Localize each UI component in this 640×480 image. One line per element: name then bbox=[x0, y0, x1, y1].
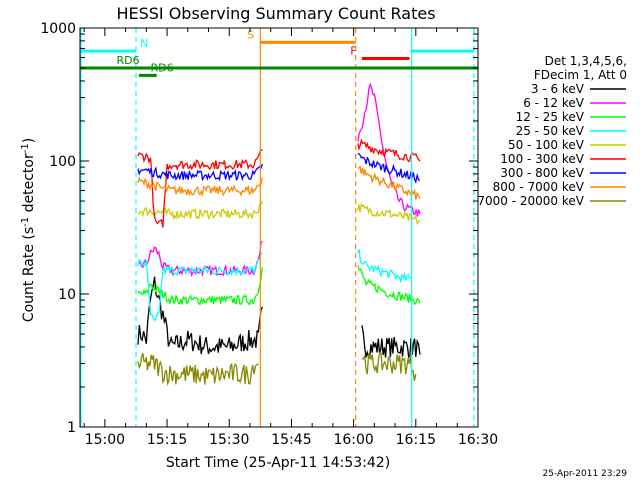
x-axis-label: Start Time (25-Apr-11 14:53:42) bbox=[166, 455, 390, 471]
y-axis-label-part3: ) bbox=[21, 138, 37, 143]
y-tick-label-3: 1000 bbox=[40, 21, 76, 37]
y-axis-label: Count Rate (s-1 detector-1) bbox=[20, 138, 37, 322]
legend: Det 1,3,4,5,6, FDecim 1, Att 0 3 - 6 keV… bbox=[477, 54, 627, 208]
series-1-segment-0 bbox=[137, 240, 263, 278]
legend-label-1: 6 - 12 keV bbox=[523, 96, 585, 110]
series-7-segment-1 bbox=[357, 165, 421, 200]
series-8-segment-0 bbox=[137, 353, 259, 386]
series-2-segment-0 bbox=[137, 266, 264, 306]
flag-label-3: RD6 bbox=[116, 54, 139, 67]
y-axis-label-part2: detector bbox=[21, 153, 37, 217]
legend-label-3: 25 - 50 keV bbox=[516, 124, 585, 138]
legend-label-0: 3 - 6 keV bbox=[531, 82, 585, 96]
x-axis-ticks: 15:00 15:15 15:30 15:45 16:00 16:15 16:30 bbox=[83, 28, 498, 448]
series-6-segment-0 bbox=[137, 163, 264, 182]
x-tick-label-0: 15:00 bbox=[85, 432, 125, 448]
timestamp: 25-Apr-2011 23:29 bbox=[543, 469, 628, 479]
y-tick-label-2: 100 bbox=[49, 154, 76, 170]
legend-label-5: 100 - 300 keV bbox=[500, 152, 584, 166]
series-5-segment-0 bbox=[137, 148, 263, 228]
flag-bars: N S F RD6 RD6 bbox=[80, 28, 478, 77]
legend-label-8: 7000 - 20000 keV bbox=[477, 194, 584, 208]
series-1-segment-1 bbox=[357, 82, 421, 217]
x-tick-label-1: 15:15 bbox=[147, 432, 187, 448]
series-0-segment-0 bbox=[137, 276, 263, 355]
series-0-segment-1 bbox=[361, 325, 421, 360]
y-axis-ticks: 1 10 100 1000 bbox=[40, 21, 478, 436]
y-axis-label-sup2: -1 bbox=[20, 143, 31, 153]
series-4-segment-0 bbox=[137, 200, 263, 221]
x-tick-label-6: 16:30 bbox=[458, 432, 498, 448]
series-3-segment-0 bbox=[137, 251, 263, 323]
flag-label-4: RD6 bbox=[150, 61, 173, 74]
legend-header-line1: Det 1,3,4,5,6, bbox=[545, 54, 627, 68]
flag-label-1: S bbox=[247, 28, 254, 41]
legend-label-2: 12 - 25 keV bbox=[516, 110, 585, 124]
x-tick-label-3: 15:45 bbox=[271, 432, 311, 448]
flag-label-0: N bbox=[140, 37, 148, 50]
flag-label-2: F bbox=[350, 44, 356, 57]
series-8-segment-1 bbox=[361, 352, 417, 381]
series-3-segment-1 bbox=[357, 249, 413, 283]
y-axis-label-sup1: -1 bbox=[20, 217, 31, 227]
legend-label-7: 800 - 7000 keV bbox=[493, 180, 585, 194]
series-5-segment-1 bbox=[357, 138, 421, 162]
series-4-segment-1 bbox=[357, 202, 421, 226]
x-tick-label-4: 16:00 bbox=[333, 432, 373, 448]
series-2-segment-1 bbox=[357, 265, 421, 306]
chart-title: HESSI Observing Summary Count Rates bbox=[116, 4, 435, 23]
legend-label-6: 300 - 800 keV bbox=[500, 166, 584, 180]
y-tick-label-1: 10 bbox=[58, 287, 76, 303]
legend-header-line2: FDecim 1, Att 0 bbox=[534, 68, 627, 82]
series-7-segment-0 bbox=[137, 176, 264, 198]
y-tick-label-0: 1 bbox=[67, 420, 76, 436]
x-tick-label-5: 16:15 bbox=[396, 432, 436, 448]
plot-frame bbox=[79, 27, 479, 428]
series-layer bbox=[137, 82, 421, 386]
y-axis-label-part1: Count Rate (s bbox=[21, 227, 37, 322]
series-6-segment-1 bbox=[357, 153, 421, 184]
legend-label-4: 50 - 100 keV bbox=[508, 138, 585, 152]
x-tick-label-2: 15:30 bbox=[209, 432, 249, 448]
vertical-markers bbox=[80, 28, 475, 427]
